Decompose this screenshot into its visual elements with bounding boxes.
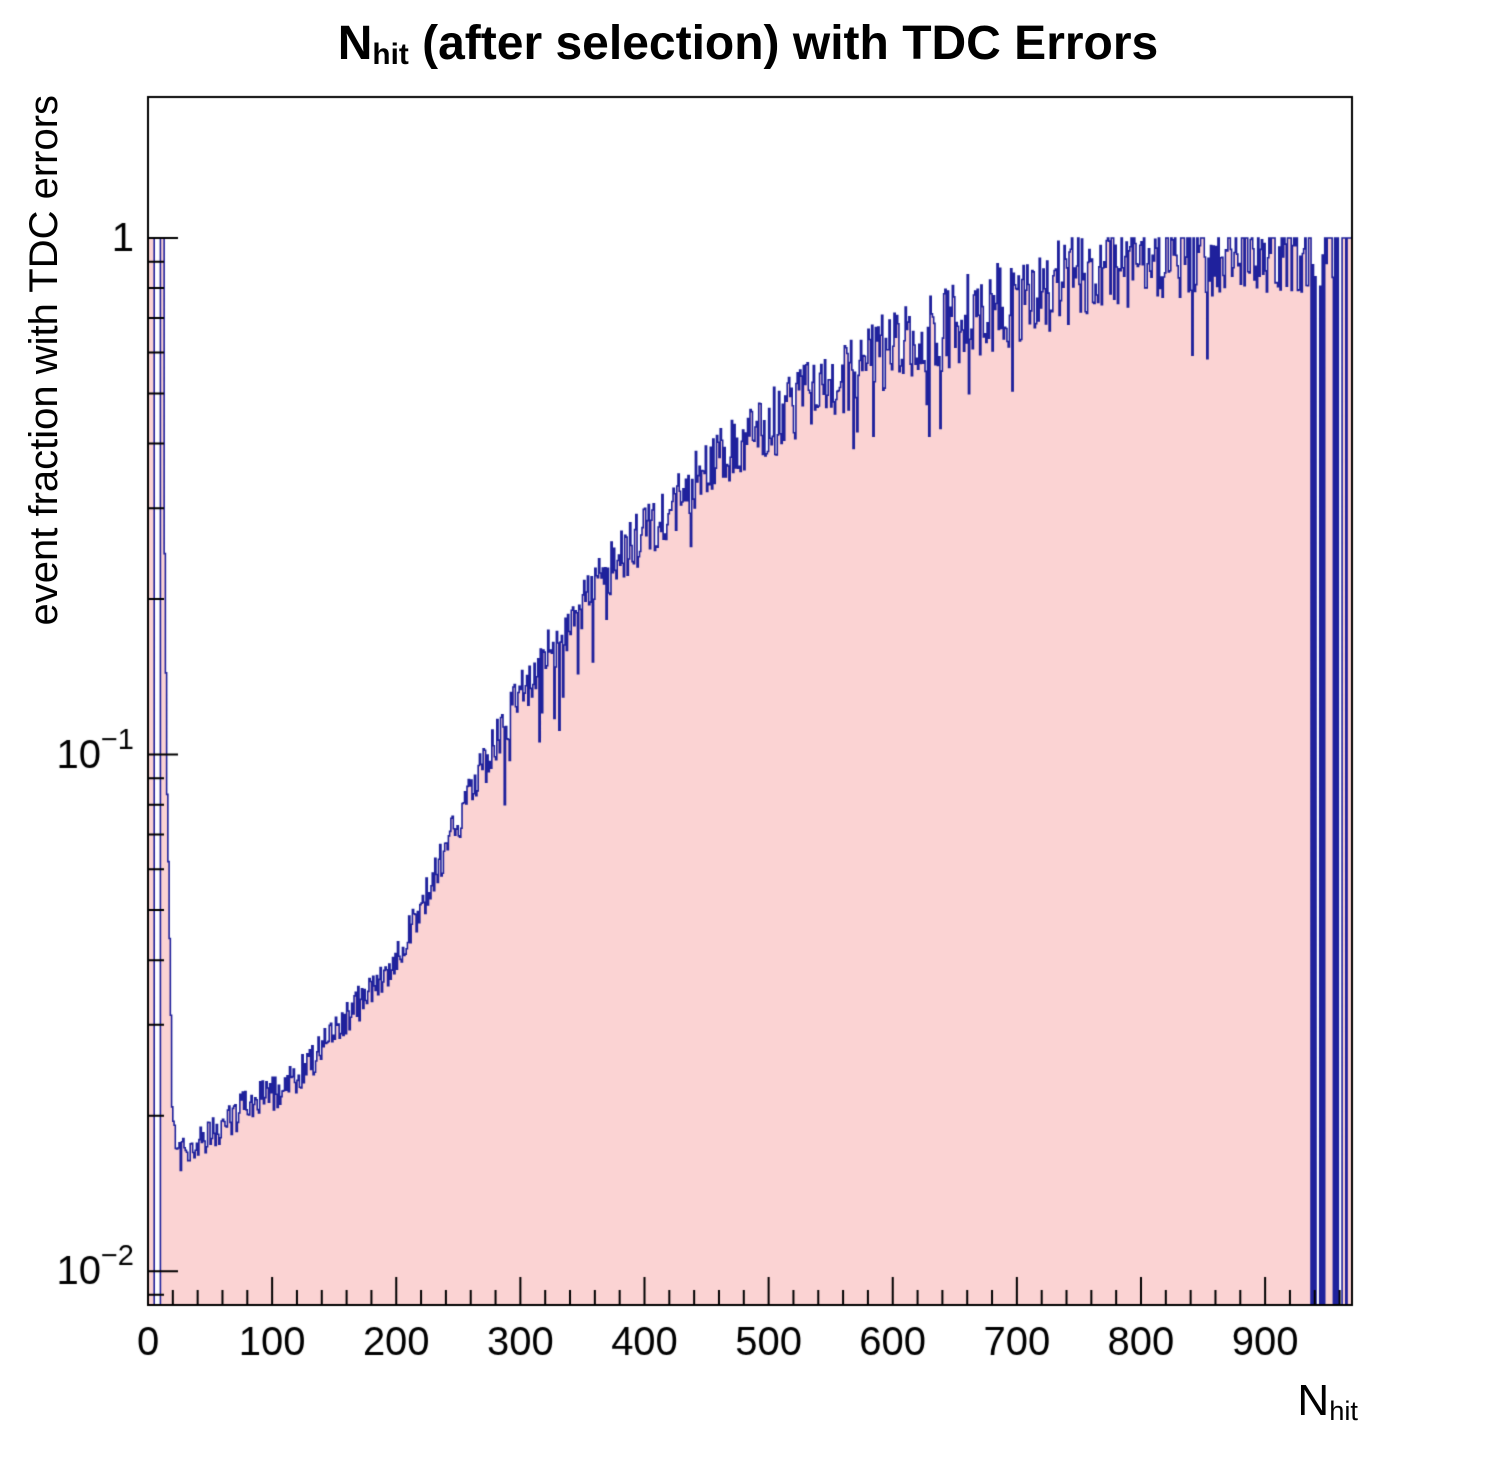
chart-title-suffix: (after selection) with TDC Errors xyxy=(408,17,1159,70)
chart-title-prefix: N xyxy=(337,17,373,70)
y-axis-title: event fraction with TDC errors xyxy=(22,95,66,626)
chart-title: Nhit (after selection) with TDC Errors xyxy=(0,16,1496,71)
chart-title-subscript: hit xyxy=(372,38,409,72)
x-axis-title-prefix: N xyxy=(1297,1376,1330,1425)
x-axis-title-subscript: hit xyxy=(1329,1394,1358,1426)
x-axis-title: Nhit xyxy=(1297,1376,1358,1426)
